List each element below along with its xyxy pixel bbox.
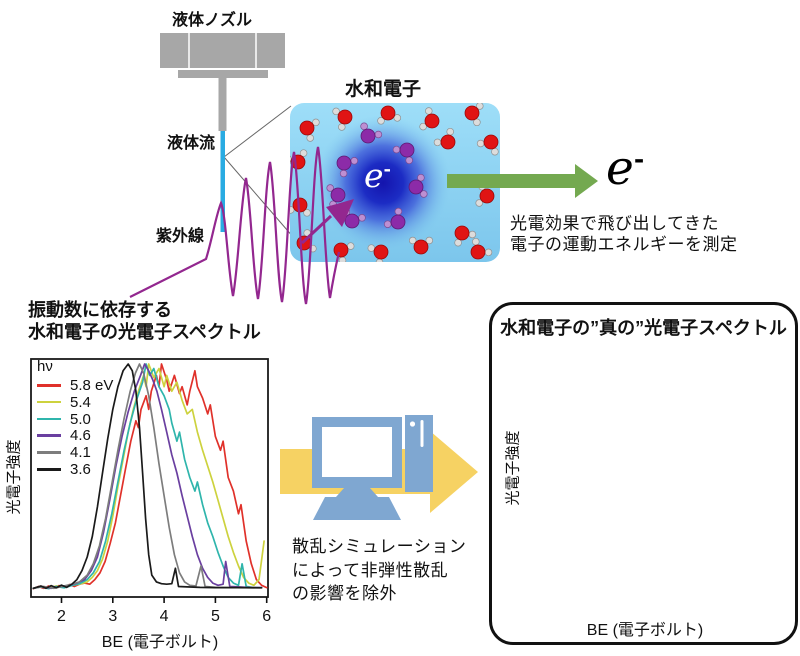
hydrated-electron-symbol: e- <box>364 156 391 195</box>
right-xaxis-label: BE (電子ボルト) <box>586 622 704 639</box>
water-molecule <box>332 107 353 131</box>
water-molecule <box>464 103 484 127</box>
water-molecule <box>433 127 456 150</box>
electron-sup: - <box>383 159 392 180</box>
legend-item: 5.0 <box>37 411 113 428</box>
legend-item: 5.4 <box>37 394 113 411</box>
water-molecule <box>299 118 320 142</box>
water-molecule <box>392 142 415 165</box>
left-chart-title-line1: 振動数に依存する <box>28 300 172 320</box>
axis-tick-label: 3 <box>108 608 117 625</box>
water-molecule <box>408 236 434 255</box>
process-caption: 散乱シミュレーション によって非弾性散乱 の影響を除外 <box>292 535 482 606</box>
legend-label: 3.6 <box>70 460 91 478</box>
uv-arrowhead-icon <box>326 199 354 227</box>
water-molecule <box>360 122 383 144</box>
water-molecule <box>476 134 499 156</box>
legend-label: 4.6 <box>70 427 91 445</box>
electron-base: e <box>606 141 634 196</box>
ejected-electron-arrow-icon <box>447 164 598 198</box>
left-chart-legend: hν 5.8 eV 5.4 5.0 4.6 4.1 3.6 <box>37 358 113 478</box>
left-xaxis-label: BE (電子ボルト) <box>101 634 219 651</box>
true-spectrum-box <box>489 302 798 645</box>
legend-label: 5.0 <box>70 410 91 428</box>
spectrum-curve <box>32 363 263 590</box>
water-molecule <box>336 155 359 178</box>
legend-swatch <box>37 417 61 421</box>
left-chart-title: 振動数に依存する 水和電子の光電子スペクトル <box>28 299 261 343</box>
liquid-jet-label: 液体流 <box>167 135 216 152</box>
spectrum-curve <box>32 363 263 590</box>
water-molecule <box>383 207 406 230</box>
axis-tick-label: 4 <box>160 608 169 625</box>
left-yaxis-label: 光電子強度 <box>5 439 23 515</box>
spectrum-curve <box>32 363 263 590</box>
electron-base: e <box>364 156 384 195</box>
liquid-nozzle-icon <box>160 33 285 131</box>
right-yaxis-label: 光電子強度 <box>504 430 522 506</box>
uv-wave-icon <box>129 146 354 305</box>
hydrated-electron-title: 水和電子 <box>345 79 422 100</box>
legend-label: 5.4 <box>70 393 91 411</box>
left-chart-title-line2: 水和電子の光電子スペクトル <box>28 322 261 342</box>
legend-swatch <box>37 400 61 404</box>
process-caption-line2: によって非弾性散乱 <box>292 560 449 580</box>
legend-item: 4.1 <box>37 444 113 461</box>
right-chart-title: 水和電子の”真の”光電子スペクトル <box>500 318 787 338</box>
legend-label: 5.8 eV <box>70 376 114 394</box>
uv-label: 紫外線 <box>156 228 205 245</box>
water-molecule <box>454 225 477 247</box>
process-caption-line1: 散乱シミュレーション <box>292 537 467 556</box>
water-molecule <box>367 244 389 262</box>
water-molecule <box>470 237 493 260</box>
ejection-caption-line2: 電子の運動エネルギーを測定 <box>510 235 738 254</box>
spectrum-curve <box>32 363 265 590</box>
zoom-callout-lines <box>223 105 295 239</box>
legend-item: 4.6 <box>37 427 113 444</box>
spectrum-curve <box>32 363 263 590</box>
water-molecule <box>419 107 440 131</box>
nozzle-label: 液体ノズル <box>171 12 253 29</box>
legend-label: 4.1 <box>70 444 91 462</box>
left-chart-plot: 2 3 4 5 6 <box>30 358 271 625</box>
axis-tick-label: 5 <box>211 608 220 625</box>
legend-item: 3.6 <box>37 461 113 478</box>
ejection-caption-line1: 光電効果で飛び出してきた <box>510 214 719 233</box>
electron-sup: - <box>633 144 645 174</box>
axis-tick-label: 2 <box>57 608 66 625</box>
water-molecule <box>408 173 428 198</box>
legend-swatch <box>37 384 61 387</box>
water-molecule <box>377 105 402 125</box>
legend-item: 5.8 eV <box>37 377 113 394</box>
legend-title: hν <box>37 358 53 375</box>
water-molecule <box>333 242 355 262</box>
computer-icon <box>312 415 433 520</box>
ejected-electron-symbol: e- <box>606 141 644 196</box>
legend-swatch <box>37 468 61 471</box>
legend-swatch <box>37 434 61 438</box>
legend-swatch <box>37 451 61 454</box>
process-caption-line3: の影響を除外 <box>292 584 397 603</box>
liquid-jet-icon <box>220 131 225 232</box>
axis-tick-label: 6 <box>262 608 271 625</box>
